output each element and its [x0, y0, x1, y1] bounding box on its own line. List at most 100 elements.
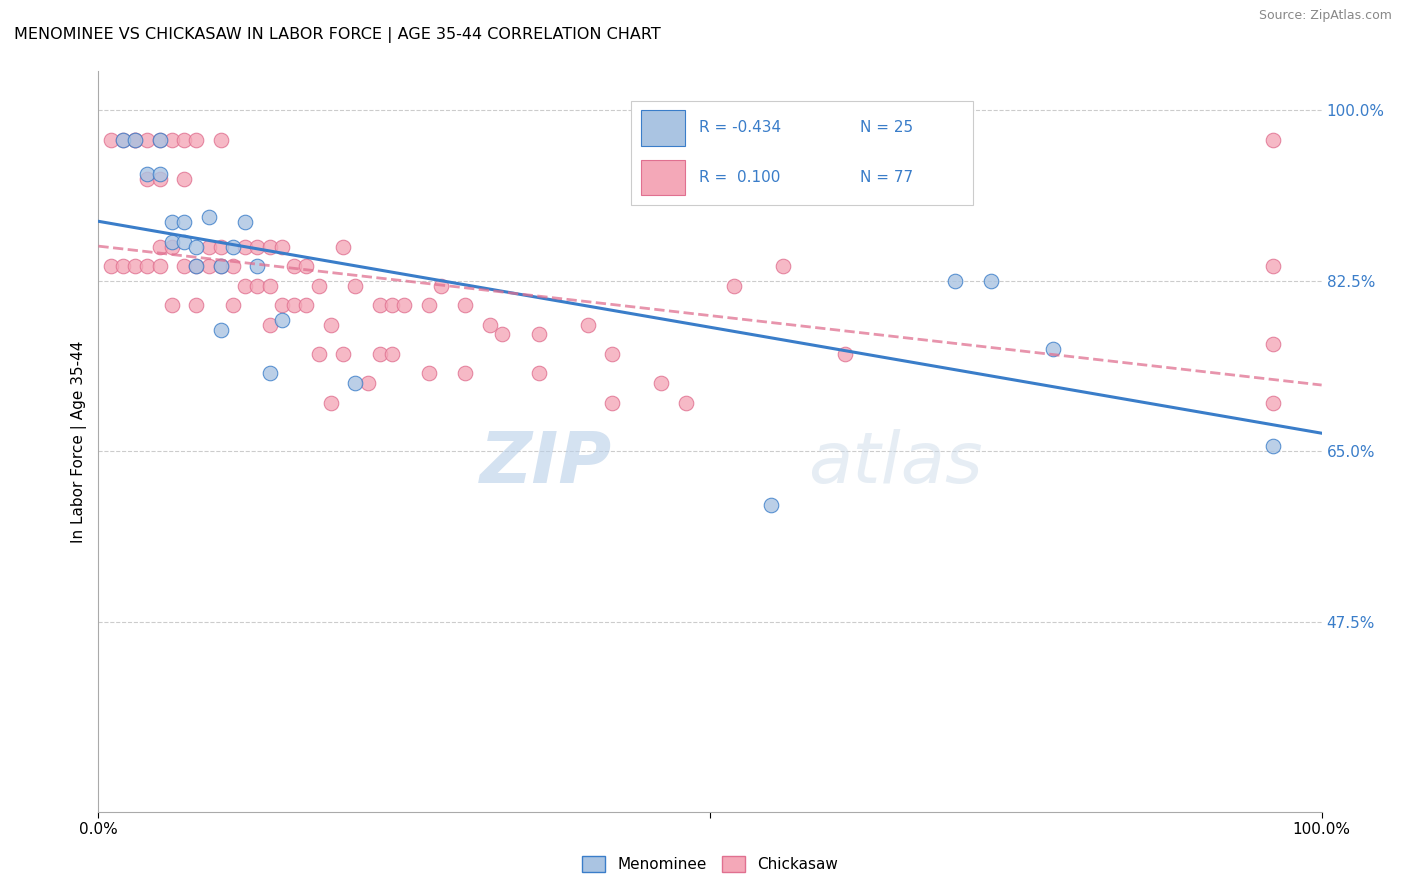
Point: [600, 395, 623, 409]
Point: [136, 259, 159, 273]
Point: [454, 367, 477, 381]
Point: [381, 347, 404, 361]
Point: [209, 259, 232, 273]
Point: [834, 347, 856, 361]
Point: [283, 259, 305, 273]
Point: [111, 132, 134, 146]
Point: [675, 395, 697, 409]
Point: [270, 312, 294, 326]
Point: [186, 298, 208, 312]
Point: [124, 132, 146, 146]
Point: [527, 327, 550, 342]
Point: [600, 347, 623, 361]
Point: [209, 259, 232, 273]
Point: [160, 235, 183, 249]
Point: [233, 278, 256, 293]
Bar: [641, 111, 685, 145]
Point: [173, 215, 195, 229]
Point: [1261, 439, 1284, 453]
Point: [173, 171, 195, 186]
Text: Source: ZipAtlas.com: Source: ZipAtlas.com: [1258, 9, 1392, 22]
Point: [136, 132, 159, 146]
Point: [650, 376, 672, 390]
Point: [430, 278, 453, 293]
Point: [368, 347, 391, 361]
Point: [1042, 342, 1064, 356]
Point: [980, 274, 1002, 288]
Point: [160, 132, 183, 146]
Point: [160, 240, 183, 254]
Point: [454, 298, 477, 312]
Point: [209, 322, 232, 336]
Point: [186, 259, 208, 273]
Point: [772, 259, 794, 273]
Point: [356, 376, 378, 390]
Point: [222, 259, 245, 273]
FancyBboxPatch shape: [630, 101, 973, 204]
Point: [160, 215, 183, 229]
Point: [943, 274, 966, 288]
Point: [576, 318, 599, 332]
Point: [270, 298, 294, 312]
Text: ZIP: ZIP: [479, 429, 612, 499]
Point: [124, 259, 146, 273]
Point: [259, 240, 281, 254]
Text: N = 25: N = 25: [860, 120, 912, 136]
Point: [723, 278, 745, 293]
Point: [1261, 132, 1284, 146]
Point: [136, 171, 159, 186]
Y-axis label: In Labor Force | Age 35-44: In Labor Force | Age 35-44: [72, 341, 87, 542]
Point: [319, 395, 342, 409]
Point: [392, 298, 416, 312]
Point: [246, 240, 269, 254]
Point: [295, 298, 318, 312]
Point: [209, 240, 232, 254]
Point: [173, 259, 195, 273]
Point: [160, 298, 183, 312]
Text: R = -0.434: R = -0.434: [699, 120, 782, 136]
Point: [149, 132, 172, 146]
Point: [259, 318, 281, 332]
Text: MENOMINEE VS CHICKASAW IN LABOR FORCE | AGE 35-44 CORRELATION CHART: MENOMINEE VS CHICKASAW IN LABOR FORCE | …: [14, 27, 661, 43]
Point: [491, 327, 513, 342]
Point: [1261, 395, 1284, 409]
Point: [186, 132, 208, 146]
Point: [149, 240, 172, 254]
Point: [381, 298, 404, 312]
Point: [332, 347, 354, 361]
Point: [222, 240, 245, 254]
Bar: [641, 160, 685, 195]
Point: [186, 259, 208, 273]
Point: [173, 235, 195, 249]
Point: [295, 259, 318, 273]
Point: [368, 298, 391, 312]
Point: [222, 298, 245, 312]
Point: [308, 347, 330, 361]
Point: [344, 278, 367, 293]
Point: [246, 278, 269, 293]
Point: [308, 278, 330, 293]
Point: [478, 318, 501, 332]
Text: N = 77: N = 77: [860, 170, 912, 186]
Point: [149, 171, 172, 186]
Point: [1261, 259, 1284, 273]
Point: [149, 167, 172, 181]
Point: [197, 259, 219, 273]
Text: R =  0.100: R = 0.100: [699, 170, 780, 186]
Point: [418, 367, 440, 381]
Legend: Menominee, Chickasaw: Menominee, Chickasaw: [576, 850, 844, 878]
Point: [149, 259, 172, 273]
Point: [233, 240, 256, 254]
Point: [246, 259, 269, 273]
Point: [418, 298, 440, 312]
Point: [233, 215, 256, 229]
Point: [124, 132, 146, 146]
Point: [136, 167, 159, 181]
Text: atlas: atlas: [808, 429, 983, 499]
Point: [100, 259, 122, 273]
Point: [761, 498, 783, 512]
Point: [197, 240, 219, 254]
Point: [319, 318, 342, 332]
Point: [111, 132, 134, 146]
Point: [124, 132, 146, 146]
